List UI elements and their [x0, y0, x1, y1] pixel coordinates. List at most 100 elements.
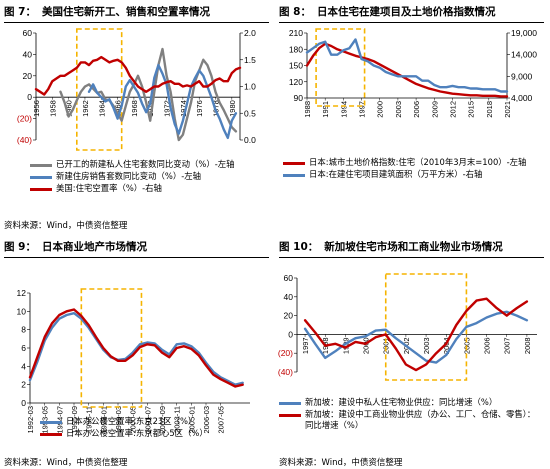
x-tick-label: 1958	[48, 100, 57, 117]
x-tick-label: 1996-11	[85, 406, 94, 433]
x-tick-label: 2006	[412, 101, 421, 118]
y-tick-label-left: 6	[21, 343, 26, 353]
x-tick-label: 1966	[114, 100, 123, 117]
x-tick-label: 2005-01	[187, 406, 196, 434]
y-tick-label-left: 12	[17, 288, 27, 298]
x-tick-label: 2021	[503, 101, 512, 118]
legend-item: 日本办公楼空置率:东京都心5区（%）	[40, 428, 208, 439]
chart-legend: 日本办公楼空置率:东京23区（%） 日本办公楼空置率:东京都心5区（%）	[40, 416, 208, 440]
title-rule	[279, 22, 544, 23]
y-tick-label-right: 0.0	[244, 135, 256, 145]
y-tick-label-left: 0	[288, 329, 293, 339]
x-tick-label: 2007	[503, 337, 512, 354]
source-note: 资料来源：Wind，中债资信整理	[4, 221, 128, 231]
y-tick-label-right: 9,000	[511, 71, 533, 81]
legend-swatch	[279, 402, 301, 405]
x-tick-label: 2018	[485, 101, 494, 118]
x-tick-label: 2006	[483, 337, 492, 354]
highlight-box	[80, 288, 143, 408]
y-tick-label-left: 10	[17, 306, 27, 316]
y-tick-label-left: 150	[289, 61, 303, 71]
legend-label: 新加坡：建设中工商业物业供应（办公、工厂、仓储、零售）：同比增速（%）	[305, 409, 536, 430]
legend-swatch	[30, 176, 52, 179]
x-tick-label: 2003-11	[173, 406, 182, 433]
legend-item: 新加坡：建设中私人住宅物业供应：同比增速（%）	[279, 397, 541, 408]
legend-label: 已开工的新建私人住宅套数同比变动（%）-左轴	[56, 159, 235, 169]
x-tick-label: 1976	[195, 100, 204, 117]
y-tick-label-left: 90	[294, 93, 304, 103]
y-tick-label-left: (20)	[17, 114, 32, 124]
x-tick-label: 2008	[523, 337, 532, 354]
x-tick-label: 1962	[81, 100, 90, 117]
series-line-blue	[305, 38, 509, 93]
legend-label: 日本办公楼空置率:东京都心5区（%）	[66, 428, 208, 438]
y-tick-label-left: 180	[289, 44, 303, 54]
x-tick-label: 1964	[97, 100, 106, 117]
legend-swatch	[283, 162, 305, 165]
highlight-box	[76, 28, 123, 151]
x-tick-label: 1997	[301, 337, 310, 354]
legend-swatch	[40, 433, 62, 436]
x-tick-label: 1988	[303, 101, 312, 118]
legend-swatch	[30, 164, 52, 167]
y-tick-label-right: 1.0	[244, 82, 256, 92]
legend-label: 新建住房销售套数同比变动（%）-左轴	[56, 171, 201, 181]
chart-panel-fig10: 图 10： 新加坡住宅市场和工商业物业市场情况 60 40 20 0 (20) (40) 19…	[275, 235, 550, 469]
y-tick-label-left: 60	[284, 273, 294, 283]
x-tick-label: 2012	[448, 101, 457, 118]
x-tick-label: 1980	[228, 100, 237, 117]
series-line-red	[34, 55, 242, 96]
y-tick-label-left: (40)	[17, 135, 32, 145]
x-tick-label: 2007-05	[217, 406, 226, 434]
legend-label: 日本办公楼空置率:东京23区（%）	[66, 416, 197, 426]
title-rule	[4, 22, 269, 23]
x-tick-label: 2015	[467, 101, 476, 118]
y-tick-label-left: 2	[21, 380, 26, 390]
chart-title: 图 7： 美国住宅新开工、销售和空置率情况	[4, 6, 210, 18]
y-tick-label-left: 0	[27, 92, 32, 102]
series-line-blue	[28, 311, 244, 386]
chart-plot: 60 40 20 0 (20) (40) 2.0 1.5 1.0 0.5 0.0 1956 1958 19…	[17, 28, 256, 151]
y-tick-label-left: 120	[289, 77, 303, 87]
legend-swatch	[30, 188, 52, 191]
series-line-red	[28, 308, 244, 388]
series-line-blue	[303, 310, 529, 364]
y-tick-label-left: (40)	[278, 367, 293, 377]
legend-item: 日本:在建住宅项目建筑面积（万平方米）-右轴	[283, 169, 526, 180]
x-tick-label: 1992-03	[26, 406, 35, 434]
x-tick-label: 2000	[376, 101, 385, 118]
y-tick-label-right: 19,000	[511, 28, 537, 38]
chart-legend: 新加坡：建设中私人住宅物业供应：同比增速（%） 新加坡：建设中工商业物业供应（办公…	[279, 397, 541, 432]
legend-item: 新建住房销售套数同比变动（%）-左轴	[30, 171, 234, 182]
x-tick-label: 2001-07	[143, 406, 152, 434]
legend-item: 日本办公楼空置率:东京23区（%）	[40, 416, 208, 427]
y-tick-label-left: 210	[289, 28, 303, 38]
source-note: 资料来源：Wind，中债资信整理	[4, 458, 128, 468]
x-tick-label: 1991	[321, 101, 330, 118]
x-tick-label: 2000-05	[129, 406, 138, 434]
x-tick-label: 1999-03	[114, 406, 123, 434]
chart-panel-fig7: 图 7： 美国住宅新开工、销售和空置率情况 60 40 20 0 (20) (40) 2.0 1…	[0, 0, 275, 234]
legend-label: 日本:在建住宅项目建筑面积（万平方米）-右轴	[309, 169, 483, 179]
x-tick-label: 1972	[163, 100, 172, 117]
chart-legend: 已开工的新建私人住宅套数同比变动（%）-左轴 新建住房销售套数同比变动（%）-左轴…	[30, 159, 234, 195]
x-tick-label: 1994-07	[55, 406, 64, 434]
y-tick-label-right: 14,000	[511, 50, 537, 60]
title-rule	[4, 257, 269, 258]
x-tick-label: 2004	[442, 337, 451, 354]
x-tick-label: 1968	[130, 100, 139, 117]
y-tick-label-left: 20	[284, 311, 294, 321]
y-tick-label-left: (20)	[278, 348, 293, 358]
y-tick-label-left: 0	[21, 398, 26, 408]
x-tick-label: 1995-09	[70, 406, 79, 434]
y-tick-label-left: 40	[23, 49, 33, 59]
legend-item: 日本:城市土地价格指数:住宅（2010年3月末=100）-左轴	[283, 157, 526, 168]
series-line-gray	[59, 47, 238, 142]
chart-panel-fig9: 图 9： 日本商业地产市场情况 12 10 8 6 4 2 0 1992-03 1994-07 19…	[0, 235, 275, 469]
chart-panel-fig8: 图 8： 日本住宅在建项目及土地价格指数情况 210 180 150 120 90 19,0…	[275, 0, 550, 234]
x-tick-label: 2003	[422, 337, 431, 354]
legend-swatch	[279, 414, 301, 417]
legend-item: 已开工的新建私人住宅套数同比变动（%）-左轴	[30, 159, 234, 170]
